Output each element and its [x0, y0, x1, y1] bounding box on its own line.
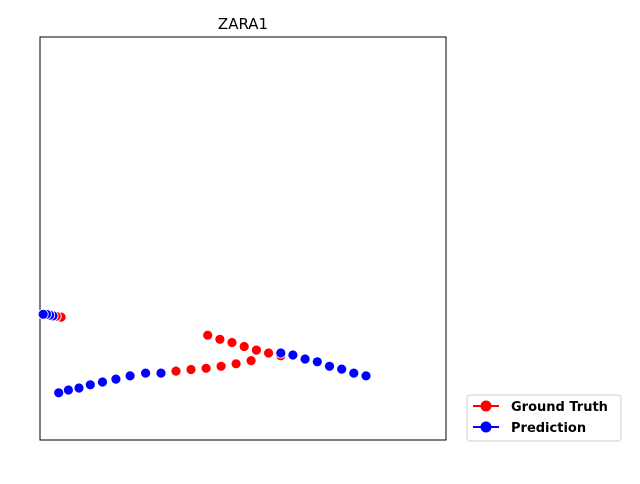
prediction-point	[97, 376, 108, 388]
ground-truth-point	[214, 333, 226, 345]
prediction-point	[348, 367, 360, 379]
prediction-point	[287, 349, 299, 361]
chart-title: ZARA1	[218, 15, 268, 33]
prediction-point	[124, 370, 136, 382]
ground-truth-point	[263, 347, 275, 359]
legend-box	[466, 394, 622, 442]
prediction-point	[324, 360, 335, 372]
ground-truth-point	[170, 365, 182, 377]
prediction-point	[84, 379, 96, 391]
prediction-point	[53, 387, 65, 399]
ground-truth-point	[200, 362, 212, 374]
prediction-point	[63, 384, 74, 396]
legend: Ground Truth Prediction	[466, 394, 622, 442]
prediction-point	[311, 356, 323, 368]
prediction-point	[110, 373, 122, 385]
ground-truth-point	[215, 360, 227, 372]
ground-truth-point	[238, 341, 250, 352]
ground-truth-point	[250, 344, 262, 356]
prediction-point	[73, 382, 85, 394]
prediction-point	[140, 367, 152, 379]
data-marks	[37, 308, 372, 399]
ground-truth-point	[226, 337, 238, 348]
legend-marker-prediction	[480, 421, 492, 433]
prediction-point	[336, 363, 348, 375]
ground-truth-point	[230, 358, 242, 370]
legend-label-ground-truth: Ground Truth	[511, 400, 608, 415]
plot-area	[39, 36, 447, 441]
ground-truth-point	[245, 355, 257, 367]
prediction-point	[299, 353, 311, 365]
prediction-point	[360, 370, 372, 382]
prediction-point	[37, 308, 49, 320]
ground-truth-point	[185, 364, 197, 375]
legend-marker-ground-truth	[480, 400, 492, 412]
prediction-point	[275, 347, 287, 359]
ground-truth-point	[202, 329, 214, 341]
legend-label-prediction: Prediction	[511, 421, 586, 436]
prediction-point	[155, 367, 167, 379]
